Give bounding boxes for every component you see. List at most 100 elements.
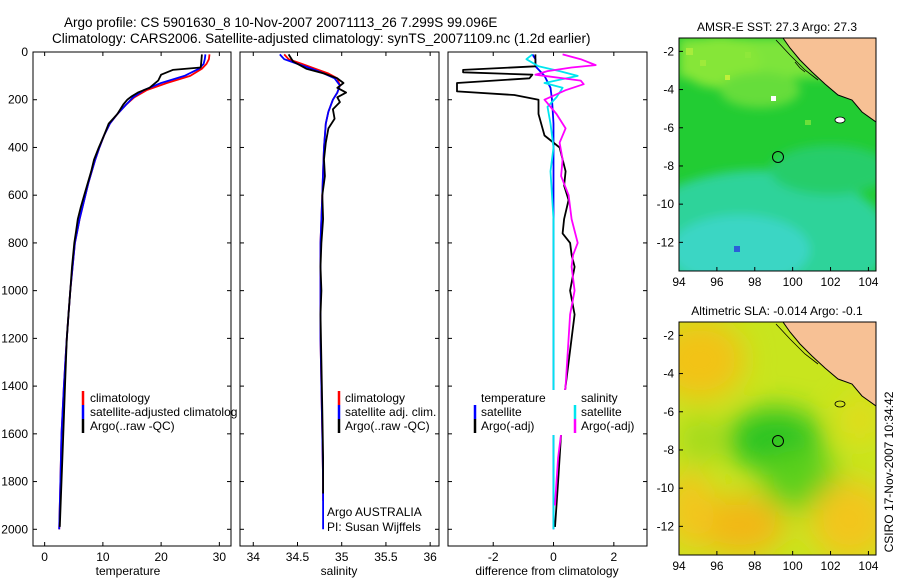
difference-y-ticks [448, 51, 647, 530]
difference-legend: temperature satellite Argo(-adj) salinit… [472, 390, 634, 435]
sst-map-area [679, 38, 876, 271]
temperature-axes-box [32, 51, 232, 547]
map-x-tick-label: 100 [783, 275, 803, 289]
sla-field [679, 322, 876, 555]
map-x-tick-label: 98 [748, 275, 762, 289]
series-line-climatology [58, 54, 211, 530]
map-x-tick-label: 104 [858, 275, 878, 289]
difference-x-label: difference from climatology [475, 564, 618, 578]
y-tick-label: 1000 [1, 284, 28, 298]
y-tick-label: 1800 [1, 475, 28, 489]
salinity-axes-box [239, 51, 440, 547]
difference-x-ticks: -2 0 2 [488, 52, 617, 564]
sla-island [834, 400, 846, 408]
x-tick-label: 35.5 [374, 550, 398, 564]
series-line-argo-raw-qc [58, 54, 203, 527]
salinity-legend: climatology satellite adj. clim. Argo(..… [337, 391, 436, 433]
temperature-panel: 0 200 400 600 800 1000 1200 1400 1600 1800 2000 0 1… [1, 45, 237, 578]
x-tick-label: -2 [488, 550, 499, 564]
difference-panel: -2 0 2 temperature satellite Argo(-adj) sa… [447, 51, 648, 578]
salinity-annotation-institution: Argo AUSTRALIA [327, 505, 422, 519]
legend-label-argo: Argo(..raw -QC) [345, 419, 430, 433]
map-y-tick-label: -6 [663, 405, 674, 419]
map-y-tick-label: -4 [663, 83, 674, 97]
legend-label-climatology: climatology [345, 391, 405, 405]
sla-land [782, 322, 876, 407]
sla-map-ticks: 94 96 98 100 102 104 -2 -4 -6 -8 -10 -12 [657, 328, 879, 573]
sst-coast-line [775, 39, 819, 81]
map-x-tick-label: 94 [672, 559, 686, 573]
legend-label-satellite-adjusted: satellite-adjusted climatolog [90, 405, 237, 419]
x-tick-label: 10 [96, 550, 110, 564]
temperature-x-ticks: 0 10 20 30 [41, 52, 226, 564]
x-tick-label: 34.5 [286, 550, 310, 564]
y-tick-label: 400 [8, 140, 28, 154]
x-tick-label: 36 [423, 550, 437, 564]
difference-axes-box [447, 51, 648, 547]
series-line-temperature-argo-adj [456, 54, 576, 527]
sla-map-title: Altimetric SLA: -0.014 Argo: -0.1 [691, 304, 863, 318]
sla-map-panel: Altimetric SLA: -0.014 Argo: -0.1 [657, 304, 879, 573]
sst-map-title: AMSR-E SST: 27.3 Argo: 27.3 [697, 20, 857, 34]
series-line-argo-raw-qc [287, 53, 348, 494]
y-tick-label: 600 [8, 188, 28, 202]
map-y-tick-label: -2 [663, 44, 674, 58]
x-tick-label: 0 [41, 550, 48, 564]
map-y-tick-label: -8 [663, 443, 674, 457]
sla-map-area [679, 322, 876, 555]
temperature-x-label: temperature [96, 564, 161, 578]
legend-label-satellite-adjusted: satellite adj. clim. [345, 405, 436, 419]
csiro-timestamp: CSIRO 17-Nov-2007 10:34:42 [882, 391, 896, 552]
y-tick-label: 1200 [1, 331, 28, 345]
sla-coast-line [775, 323, 819, 365]
map-y-tick-label: -2 [663, 328, 674, 342]
y-tick-label: 800 [8, 236, 28, 250]
figure-title-line-1: Argo profile: CS 5901630_8 10-Nov-2007 2… [64, 15, 497, 30]
map-y-tick-label: -4 [663, 367, 674, 381]
series-line-salinity-argo-adj [534, 53, 597, 506]
sst-map-panel: AMSR-E SST: 27.3 Argo: 27.3 [657, 20, 879, 289]
legend-label-temperature-satellite: satellite [481, 405, 522, 419]
x-tick-label: 20 [154, 550, 168, 564]
map-x-tick-label: 94 [672, 275, 686, 289]
map-x-tick-label: 96 [710, 559, 724, 573]
map-x-tick-label: 96 [710, 275, 724, 289]
y-tick-label: 200 [8, 93, 28, 107]
x-tick-label: 34 [247, 550, 261, 564]
x-tick-label: 2 [610, 550, 617, 564]
salinity-annotation-pi: PI: Susan Wijffels [327, 520, 421, 534]
map-x-tick-label: 102 [821, 559, 841, 573]
difference-series [456, 53, 597, 530]
sst-float-marker [772, 151, 784, 163]
legend-heading-salinity: salinity [581, 391, 618, 405]
map-y-tick-label: -12 [657, 235, 675, 249]
figure-title-line-2: Climatology: CARS2006. Satellite-adjuste… [52, 31, 591, 46]
map-y-tick-label: -6 [663, 121, 674, 135]
legend-label-argo: Argo(..raw -QC) [90, 419, 175, 433]
series-line-satellite-adjusted-climatolog [58, 54, 207, 530]
salinity-panel: 34 34.5 35 35.5 36 climatology satellite adj… [239, 51, 440, 578]
legend-label-salinity-argo: Argo(-adj) [581, 419, 634, 433]
y-tick-label: 1600 [1, 427, 28, 441]
map-x-tick-label: 102 [821, 275, 841, 289]
sst-island [834, 116, 846, 124]
legend-label-climatology: climatology [90, 391, 150, 405]
map-x-tick-label: 104 [858, 559, 878, 573]
sla-map-frame [678, 321, 877, 556]
sst-map-frame [678, 37, 877, 272]
salinity-y-ticks [240, 51, 439, 530]
legend-label-salinity-satellite: satellite [581, 405, 622, 419]
map-y-tick-label: -10 [657, 481, 675, 495]
map-y-tick-label: -8 [663, 159, 674, 173]
salinity-series [279, 53, 348, 530]
series-line-climatology [283, 53, 341, 501]
sst-map-ticks: 94 96 98 100 102 104 -2 -4 -6 -8 -10 -12 [657, 44, 879, 289]
salinity-x-label: salinity [321, 564, 358, 578]
salinity-x-ticks: 34 34.5 35 35.5 36 [247, 52, 437, 564]
y-tick-label: 1400 [1, 379, 28, 393]
legend-heading-temperature: temperature [481, 391, 546, 405]
map-y-tick-label: -10 [657, 197, 675, 211]
sst-land [782, 38, 876, 123]
